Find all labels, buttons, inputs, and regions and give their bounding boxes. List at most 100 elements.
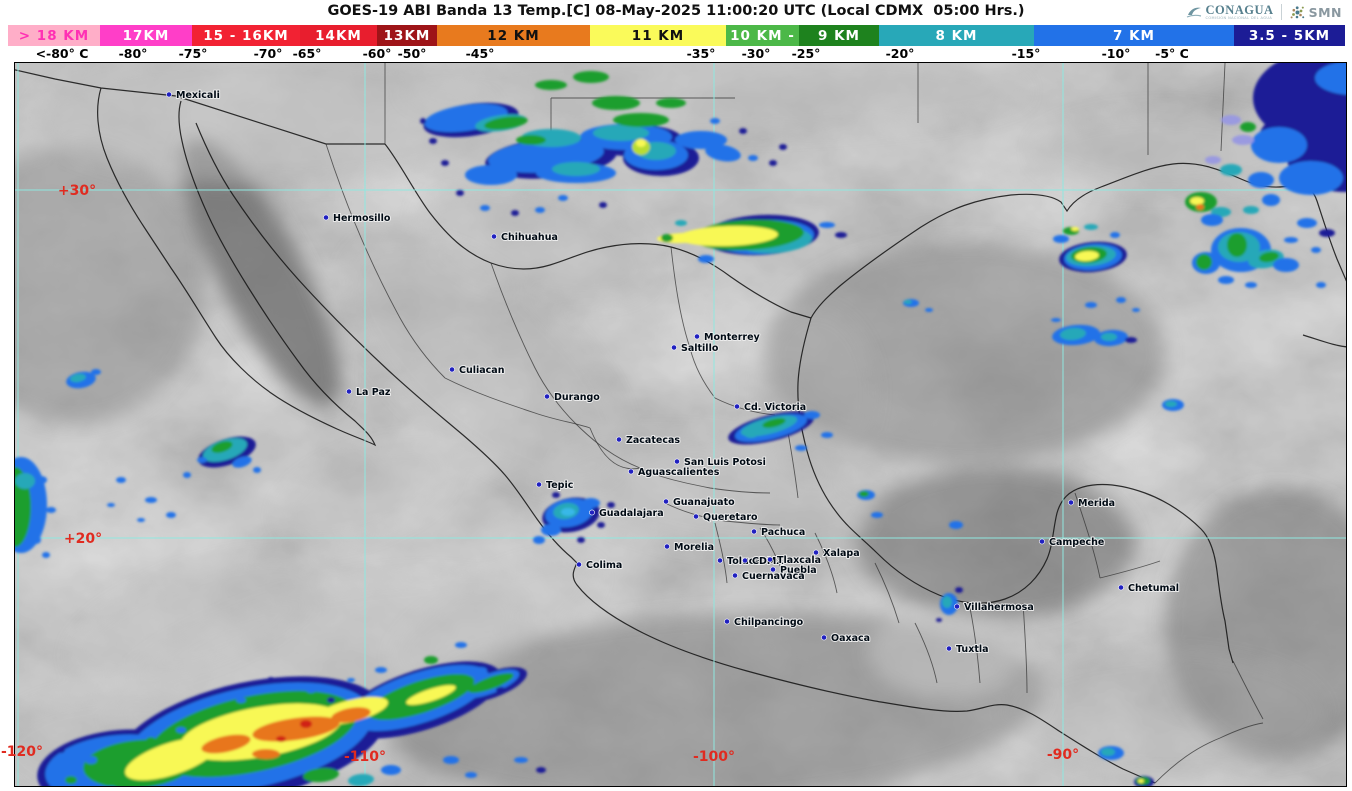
cloud-blob <box>496 687 506 693</box>
smn-swirl-icon <box>1290 5 1304 18</box>
cloud-blob <box>1220 164 1242 176</box>
cloud-blob <box>303 767 339 783</box>
cloud-blob <box>1232 135 1254 145</box>
cloud-blob <box>424 656 438 664</box>
city-label: Oaxaca <box>831 633 870 644</box>
city-label: Tlaxcala <box>777 555 821 566</box>
longitude-label: -110° <box>344 749 386 765</box>
cloud-blob <box>125 737 217 781</box>
city-label: Pachuca <box>761 527 805 538</box>
cloud-blob <box>859 491 869 497</box>
longitude-label: -90° <box>1047 747 1079 763</box>
cloud-blob <box>468 673 514 693</box>
temp-label: -75° <box>178 46 208 61</box>
city-label: Mexicali <box>176 90 220 101</box>
cloud-blob <box>1196 254 1212 270</box>
legend-segment: 10 KM - <box>726 25 799 46</box>
city-marker-dot <box>694 333 700 340</box>
city-marker-dot <box>1118 584 1124 591</box>
cloud-blob <box>1110 232 1120 238</box>
cloud-blob <box>936 618 942 622</box>
cloud-blob <box>65 776 77 784</box>
cloud-blob <box>253 467 261 473</box>
cloud-blob <box>1205 156 1221 164</box>
cloud-blob <box>465 165 517 185</box>
cloud-blob <box>1279 161 1343 195</box>
cloud-blob <box>475 667 487 673</box>
cloud-blob <box>85 756 97 764</box>
cloud-blob <box>381 765 401 775</box>
cloud-blob <box>1262 194 1280 206</box>
coordinate-labels: +30° +20° -110° -100° -90° <box>58 183 1079 765</box>
cloud-blob <box>1190 197 1204 205</box>
cloud-blob <box>197 457 207 463</box>
cloud-blob <box>201 734 251 754</box>
city-label: Guadalajara <box>599 508 664 519</box>
temp-label: -5° C <box>1155 46 1189 61</box>
city-label: Monterrey <box>704 332 761 343</box>
city-marker-dot <box>770 566 776 573</box>
conagua-logo-text: CONAGUA <box>1205 2 1274 17</box>
cloud-blob <box>1245 282 1257 288</box>
city-label: Tepic <box>546 480 573 491</box>
cloud-blob <box>661 234 673 242</box>
cloud-blob <box>57 747 65 753</box>
cloud-blob <box>480 205 490 211</box>
cloud-blob <box>1319 229 1335 237</box>
cloud-blob <box>675 131 727 149</box>
satellite-map-canvas: Mexicali Hermosillo Chihuahua Culiacan La Pa… <box>15 63 1346 786</box>
cloud-blob <box>536 767 546 773</box>
cloud-blob <box>146 737 156 743</box>
cloud-blob <box>925 308 933 312</box>
conagua-wave-icon <box>1186 7 1201 18</box>
cloud-blob <box>1201 214 1223 226</box>
city-label: Cd. Victoria <box>744 402 806 413</box>
cloud-blob <box>871 512 883 518</box>
cloud-blob <box>541 524 561 536</box>
temp-label: -80° <box>118 46 148 61</box>
city-marker-dot <box>544 393 550 400</box>
cloud-blob <box>821 432 833 438</box>
cloud-blob <box>176 727 186 733</box>
cloud-blob <box>795 445 807 451</box>
city-marker-dot <box>732 572 738 579</box>
cloud-blob <box>1297 218 1317 228</box>
cloud-blob <box>1259 251 1279 263</box>
cloud-blob <box>573 71 609 83</box>
cloud-blob <box>46 507 56 513</box>
city-label: Campeche <box>1049 537 1104 548</box>
cloud-blob <box>1101 748 1115 756</box>
cloud-blob <box>1218 276 1234 284</box>
city-label: Guanajuato <box>673 497 735 508</box>
cloud-blob <box>558 195 568 201</box>
temp-label: -35° <box>686 46 716 61</box>
cloud-blob <box>1132 308 1140 312</box>
city-marker-dot <box>767 556 773 563</box>
city-label: Tuxtla <box>956 644 989 655</box>
cloud-blob <box>511 210 519 216</box>
cloud-blob <box>705 144 741 162</box>
city-label: Cuernavaca <box>742 571 805 582</box>
cloud-blob <box>710 118 720 124</box>
cloud-blob <box>675 220 687 226</box>
city-label: Chilpancingo <box>734 617 804 628</box>
smn-logo-text: SMN <box>1308 4 1342 20</box>
cloud-blob <box>347 678 355 682</box>
city-marker-dot <box>813 549 819 556</box>
cloud-blob <box>375 667 387 673</box>
cloud-blob <box>533 536 545 544</box>
cloud-blob <box>429 138 437 144</box>
shade-patch <box>344 237 626 489</box>
cloud-blob <box>592 96 640 110</box>
city-label: Culiacan <box>459 365 505 376</box>
cloud-blob <box>42 552 50 558</box>
cloud-blob <box>441 160 449 166</box>
coord-label-minus-120: -120° <box>1 744 44 760</box>
cloud-blob <box>1085 302 1097 308</box>
cloud-blob <box>145 497 157 503</box>
shade-patch <box>71 556 319 680</box>
legend-segment: 17KM <box>100 25 192 46</box>
cloud-blob <box>1311 247 1321 253</box>
city-label: Colima <box>586 560 622 571</box>
cloud-blob <box>116 477 126 483</box>
